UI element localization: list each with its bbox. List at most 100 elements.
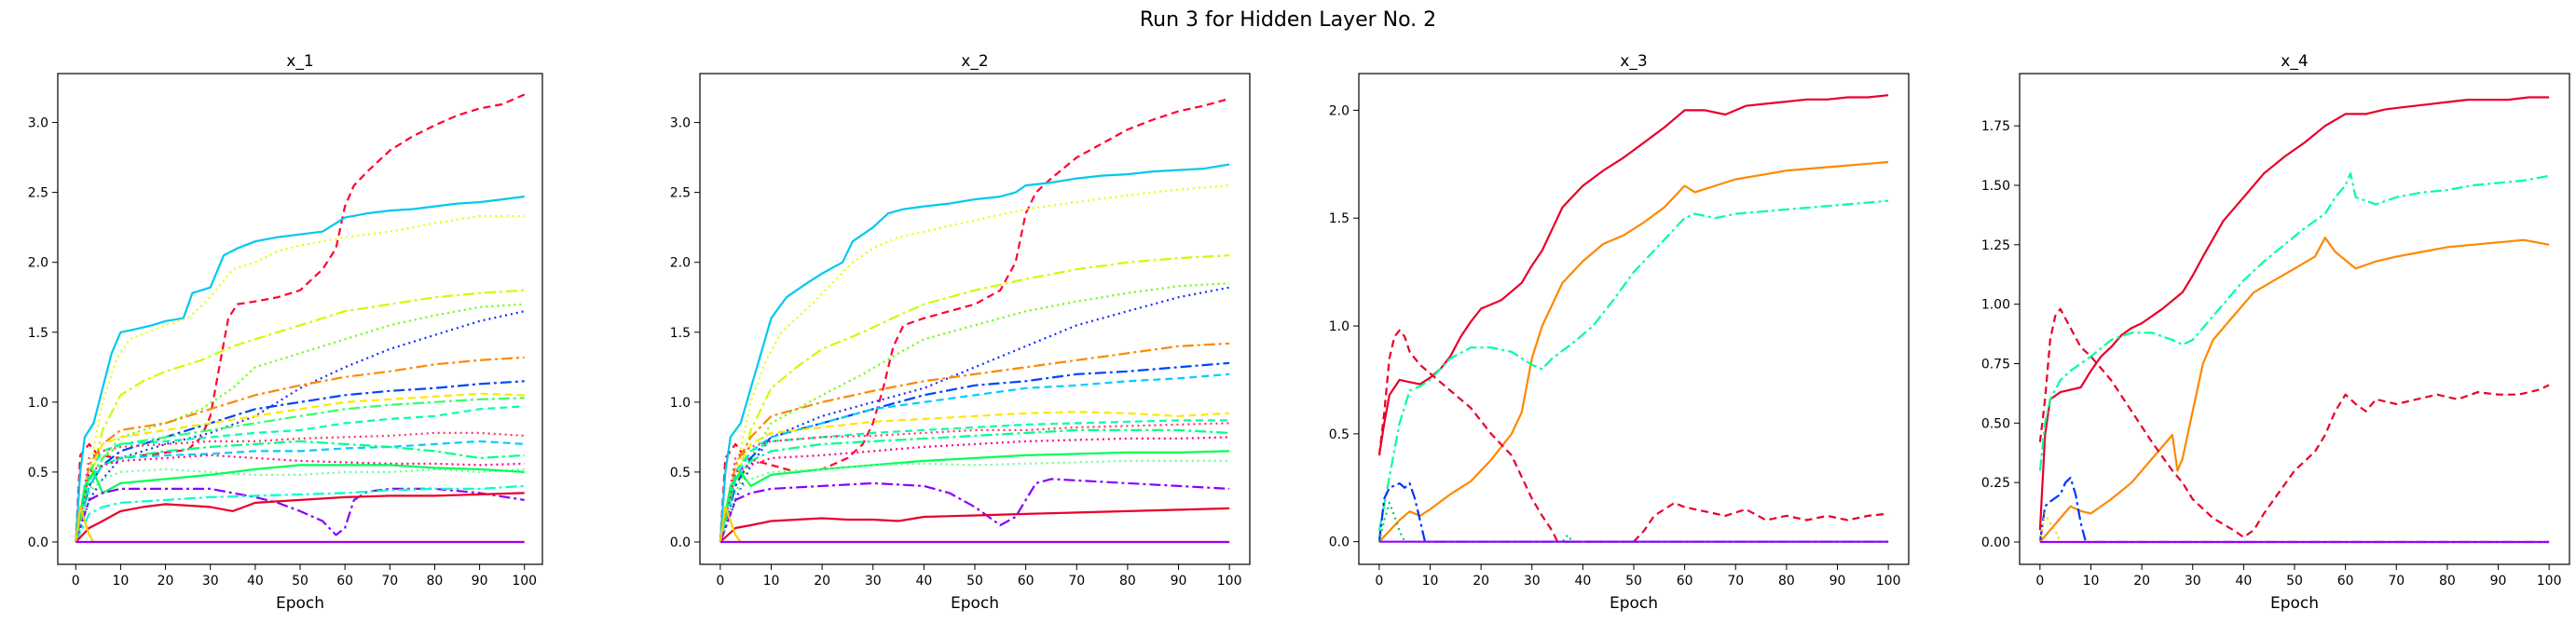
series-line-1	[719, 97, 1230, 543]
y-tick-label: 3.0	[28, 116, 48, 131]
series-line-2	[719, 163, 1230, 543]
x-tick-label: 30	[1524, 574, 1541, 589]
x-tick-label: 40	[1574, 574, 1591, 589]
series-line-5	[2038, 476, 2550, 544]
series-line-6	[1377, 501, 1889, 543]
series-line-5	[1377, 481, 1889, 543]
x-axis-label: Epoch	[951, 594, 999, 613]
x-tick-label: 20	[158, 574, 174, 589]
x-tick-label: 20	[2133, 574, 2150, 589]
series-line-3	[75, 215, 525, 543]
series-line-8	[719, 361, 1230, 543]
series-line-4	[719, 254, 1230, 543]
y-tick-label: 2.5	[28, 186, 48, 201]
series-line-14	[719, 436, 1230, 543]
series-line-19	[75, 484, 525, 543]
series-line-4	[1377, 329, 1889, 543]
x-axis-label: Epoch	[1610, 594, 1658, 613]
chart-title: x_3	[1620, 52, 1647, 71]
series-line-19	[719, 506, 1230, 544]
y-tick-label: 0.50	[1981, 416, 2010, 431]
x-tick-label: 100	[512, 574, 537, 589]
series-line-13	[719, 428, 1230, 543]
x-tick-label: 70	[1727, 574, 1744, 589]
series-line-18	[75, 487, 525, 543]
series-line-16	[75, 467, 525, 543]
series-line-5	[719, 282, 1230, 543]
series-line-18	[719, 507, 1230, 543]
x-tick-label: 90	[2490, 574, 2507, 589]
y-tick-label: 1.25	[1981, 238, 2010, 253]
x-tick-label: 60	[336, 574, 353, 589]
y-tick-label: 2.0	[1329, 103, 1350, 118]
chart-panel-3: 0 10 20 30 40 50 60 70 80 90 100 0.0 0.5 1.0 1.5 2.0 x_3…	[1329, 52, 1910, 613]
x-tick-label: 10	[2083, 574, 2100, 589]
y-tick-label: 1.5	[1329, 211, 1350, 226]
y-tick-label: 0.25	[1981, 476, 2010, 491]
x-tick-label: 60	[1018, 574, 1035, 589]
series-line-3	[719, 184, 1230, 543]
y-tick-label: 0.0	[670, 535, 691, 550]
axes-frame	[1358, 73, 1910, 565]
axes-frame	[699, 73, 1251, 565]
y-tick-label: 1.00	[1981, 298, 2010, 313]
series-line-17	[75, 464, 525, 543]
chart-panel-1: 0 10 20 30 40 50 60 70 80 90 100 0.0 0.5 1.0 1.5 2.0 2.5…	[28, 52, 543, 613]
y-tick-label: 0.00	[1981, 535, 2010, 550]
series-line-10	[719, 411, 1230, 543]
x-axis-label: Epoch	[276, 594, 324, 613]
x-tick-label: 100	[1217, 574, 1242, 589]
x-tick-label: 80	[427, 574, 444, 589]
x-tick-label: 0	[2035, 574, 2044, 589]
x-tick-label: 70	[1068, 574, 1085, 589]
series-line-7	[75, 356, 525, 543]
series-line-1	[2038, 96, 2550, 531]
y-tick-label: 3.0	[670, 116, 691, 131]
x-tick-label: 100	[2537, 574, 2562, 589]
x-tick-label: 10	[1422, 574, 1439, 589]
x-tick-label: 10	[763, 574, 780, 589]
x-tick-label: 90	[1171, 574, 1187, 589]
x-tick-label: 20	[814, 574, 830, 589]
y-tick-label: 1.0	[670, 396, 691, 411]
x-tick-label: 80	[1119, 574, 1136, 589]
series-line-12	[719, 422, 1230, 543]
series-line-2	[1378, 160, 1889, 543]
x-tick-label: 70	[381, 574, 398, 589]
y-tick-label: 1.5	[28, 326, 48, 341]
figure-title: Run 3 for Hidden Layer No. 2	[1140, 8, 1436, 32]
x-tick-label: 50	[1625, 574, 1642, 589]
y-tick-label: 1.0	[28, 396, 48, 411]
series-line-12	[75, 431, 525, 543]
x-tick-label: 30	[202, 574, 219, 589]
series-line-20	[75, 492, 525, 543]
y-tick-label: 1.50	[1981, 179, 2010, 194]
y-tick-label: 0.0	[28, 535, 48, 550]
y-tick-label: 0.5	[1329, 427, 1350, 442]
series-line-16	[719, 459, 1230, 543]
chart-title: x_4	[2281, 52, 2308, 71]
x-tick-label: 0	[1375, 574, 1383, 589]
series-line-10	[75, 397, 525, 543]
series-line-15	[719, 450, 1230, 543]
x-tick-label: 90	[1829, 574, 1846, 589]
series-line-7	[719, 342, 1230, 543]
series-line-4	[2038, 307, 2550, 539]
series-line-9	[75, 392, 525, 543]
y-tick-label: 0.5	[670, 466, 691, 481]
axes-frame	[2019, 73, 2570, 565]
x-tick-label: 0	[72, 574, 80, 589]
x-tick-label: 80	[2439, 574, 2456, 589]
x-axis-label: Epoch	[2270, 594, 2319, 613]
series-group	[1377, 94, 1889, 543]
chart-title: x_2	[961, 52, 988, 71]
series-line-11	[75, 405, 525, 543]
y-tick-label: 2.0	[28, 256, 48, 271]
y-tick-label: 2.0	[670, 256, 691, 271]
x-tick-label: 60	[1677, 574, 1693, 589]
chart-title: x_1	[286, 52, 313, 71]
series-line-8	[75, 380, 525, 543]
x-tick-label: 40	[915, 574, 932, 589]
series-group	[75, 93, 526, 544]
